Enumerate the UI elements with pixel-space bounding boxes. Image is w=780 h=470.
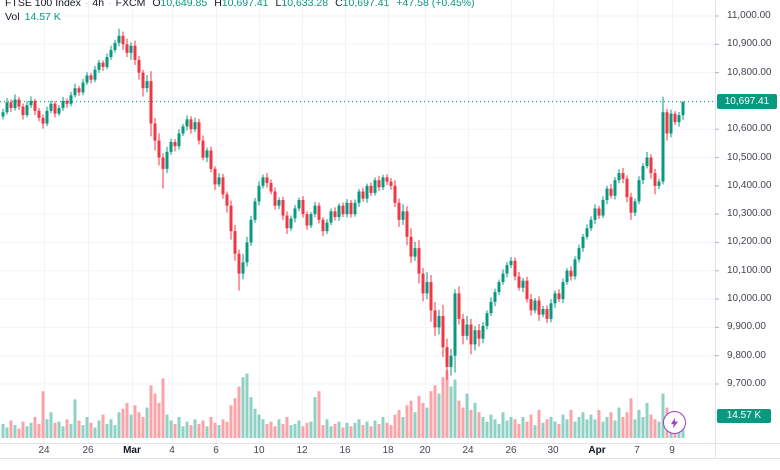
time-axis-label: 24 <box>38 445 50 456</box>
price-axis-label: 9,700.00 <box>727 378 766 389</box>
time-axis-label: 4 <box>169 445 175 456</box>
price-axis-label: 10,400.00 <box>727 179 772 191</box>
separator-dot: · <box>108 0 112 9</box>
price-axis-label: 10,000.00 <box>727 293 772 305</box>
price-axis-label: 10,500.00 <box>727 151 772 163</box>
price-axis-label: 10,600.00 <box>727 123 772 135</box>
ohlc-low-value: 10,633.28 <box>281 0 329 9</box>
ohlc-close-value: 10,697.41 <box>342 0 390 9</box>
price-axis-label: 10,100.00 <box>727 264 772 276</box>
symbol-name[interactable]: FTSE 100 Index <box>5 0 81 9</box>
volume-value: 14.57 K <box>24 11 61 23</box>
time-axis-label: Apr <box>588 445 606 456</box>
time-axis-label: 18 <box>382 445 394 456</box>
time-axis-label: 10 <box>253 445 265 456</box>
price-axis-label: 10,200.00 <box>727 236 772 248</box>
change-value: +47.58 (+0.45%) <box>396 0 475 9</box>
time-axis-label: 30 <box>547 445 559 456</box>
ohlc-low-label: L <box>275 0 282 9</box>
price-axis-label: 10,300.00 <box>727 208 772 220</box>
time-axis-label: Mar <box>123 445 141 456</box>
last-price-badge: 10,697.41 <box>717 94 777 110</box>
symbol-header: FTSE 100 Index · 4h · FXCM O10,649.85 H10,697.… <box>5 0 475 10</box>
gridlines <box>0 0 715 443</box>
time-axis-label: 9 <box>669 445 675 456</box>
volume-badge: 14.57 K <box>717 408 771 423</box>
time-axis-label: 20 <box>419 445 431 456</box>
time-axis-label: 26 <box>82 445 94 456</box>
price-axis-label: 11,000.00 <box>727 10 771 21</box>
volume-indicator-row: Vol 14.57 K <box>5 11 61 23</box>
candles-series <box>1 28 685 380</box>
price-axis[interactable]: 10,697.41 14.57 K 11,000.00 10,900.00 10,8… <box>716 0 780 458</box>
time-axis-label: 26 <box>505 445 517 456</box>
volume-label[interactable]: Vol <box>5 11 20 23</box>
exchange-label: FXCM <box>115 0 146 9</box>
ohlc-high-value: 10,697.41 <box>221 0 269 9</box>
price-axis-label: 9,900.00 <box>727 321 766 333</box>
ohlc-open-value: 10,649.85 <box>160 0 208 9</box>
volume-series <box>1 370 685 438</box>
quick-trade-button[interactable] <box>663 411 686 434</box>
time-axis-label: 7 <box>634 445 640 456</box>
interval-label[interactable]: 4h <box>92 0 105 9</box>
ohlc-open-label: O <box>152 0 161 9</box>
time-axis-label: 6 <box>213 445 219 456</box>
ohlc-close-label: C <box>335 0 343 9</box>
time-axis-label: 16 <box>339 445 351 456</box>
time-axis-label: 12 <box>296 445 308 456</box>
time-axis-label: 24 <box>462 445 474 456</box>
axis-borders <box>0 0 780 459</box>
price-axis-label: 9,800.00 <box>727 349 766 361</box>
ohlc-high-label: H <box>214 0 222 9</box>
lightning-icon <box>670 417 679 428</box>
separator-dot: · <box>84 0 89 9</box>
price-axis-label: 10,800.00 <box>727 66 772 78</box>
price-axis-label: 10,900.00 <box>727 38 772 50</box>
time-axis[interactable]: 24 26 Mar 4 6 10 12 16 18 20 24 26 30 Apr 7 9 <box>0 443 780 459</box>
